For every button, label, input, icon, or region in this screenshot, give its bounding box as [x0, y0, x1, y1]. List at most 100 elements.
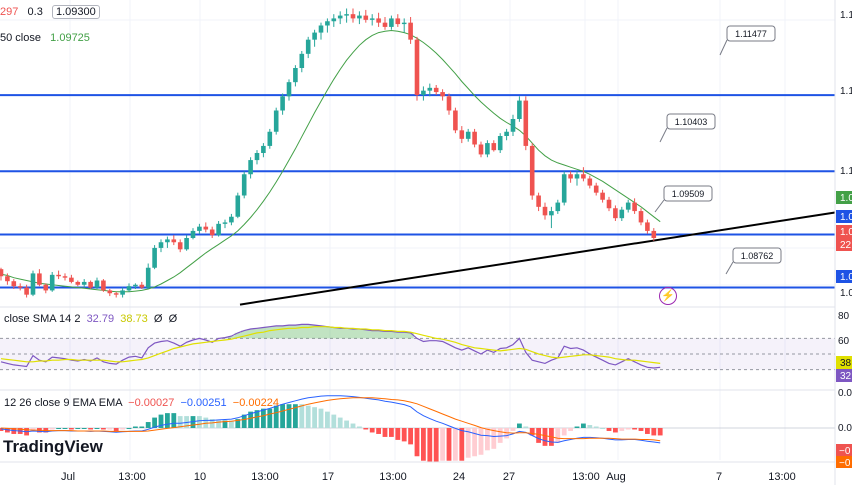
macd-hist-bar — [49, 428, 55, 430]
candle-body — [555, 202, 561, 212]
macd-hist-bar — [126, 428, 132, 429]
alert-bolt-icon[interactable]: ⚡ — [659, 287, 677, 305]
macd-hist-bar — [600, 428, 605, 429]
candle-body — [280, 96, 285, 111]
macd-hist-bar — [305, 405, 311, 428]
rsi-label: close SMA 14 2 — [4, 313, 81, 325]
callout-leader — [659, 127, 668, 143]
x-tick-label: 13:00 — [251, 471, 279, 483]
candle-body — [395, 18, 401, 25]
macd-hist-bar — [453, 428, 458, 461]
macd-hist-bar — [120, 428, 125, 430]
macd-hist-bar — [638, 428, 644, 431]
macd-hist-bar — [254, 410, 260, 428]
macd-hist-bar — [229, 420, 234, 428]
macd-hist-bar — [619, 428, 625, 431]
candle-body — [408, 22, 413, 40]
legend-value-1: 297 — [0, 6, 19, 18]
candle-body — [581, 174, 586, 179]
macd-hist-bar — [133, 426, 138, 428]
macd-hist-bar — [325, 411, 330, 428]
macd-hist-bar — [81, 428, 87, 429]
rsi-ma-line — [0, 326, 661, 364]
macd-hist-bar — [145, 422, 151, 428]
candle-body — [401, 22, 407, 25]
macd-hist-bar — [344, 420, 349, 428]
rsi-legend: close SMA 14 2 32.79 38.73 Ø Ø — [4, 313, 177, 325]
macd-hist-bar — [30, 428, 36, 431]
candle-body — [171, 239, 177, 243]
macd-hist-bar — [139, 426, 145, 428]
x-tick-label: Aug — [606, 471, 626, 483]
signal-line — [0, 397, 661, 442]
macd-hist-bar — [171, 413, 177, 428]
x-tick-label: 13:00 — [768, 471, 796, 483]
macd-hist-bar — [504, 428, 509, 439]
candle-body — [299, 53, 305, 68]
candle-body — [651, 230, 657, 238]
candle-body — [177, 242, 183, 250]
candle-body — [49, 274, 55, 291]
rsi-tag-bg — [836, 369, 852, 382]
candle-body — [113, 293, 119, 295]
candle-body — [382, 22, 388, 27]
candle-body — [145, 267, 151, 288]
price-tick-label: 1.0 — [840, 288, 852, 299]
candle-body — [536, 195, 541, 207]
candle-body — [5, 276, 10, 282]
macd-hist-bar — [209, 419, 215, 428]
macd-hist-bar — [158, 414, 164, 428]
candle-body — [331, 18, 337, 22]
macd-hist-bar — [472, 428, 477, 457]
price-tag-label: 22 — [840, 240, 852, 251]
candle-body — [510, 119, 516, 132]
price-tick-label: 1.1 — [840, 166, 852, 177]
candle-body — [107, 290, 113, 294]
macd-hist-bar — [593, 426, 599, 428]
macd-hist-bar — [523, 426, 529, 428]
candle-body — [184, 238, 189, 250]
macd-hist-bar — [177, 416, 183, 428]
macd-hist-bar — [427, 428, 433, 463]
candle-body — [433, 87, 439, 93]
macd-hist-bar — [651, 428, 657, 436]
price-tag-label: 1.0 — [840, 272, 852, 283]
candle-body — [222, 222, 228, 224]
candle-body — [517, 100, 522, 119]
candle-body — [625, 202, 631, 210]
candle-body — [472, 131, 477, 145]
candle-body — [325, 21, 330, 26]
candle-body — [30, 273, 36, 295]
macd-label: 12 26 close 9 EMA EMA — [4, 397, 123, 409]
candle-body — [446, 96, 452, 111]
price-pane[interactable]: 1.11477 1.10403 1.09509 1.08762 — [0, 8, 836, 306]
candle-body — [497, 136, 503, 151]
candle-body — [587, 178, 593, 186]
candle-body — [190, 230, 196, 238]
candle-body — [254, 153, 260, 161]
candle-body — [485, 143, 490, 155]
candle-body — [43, 284, 49, 291]
candle-body — [305, 39, 311, 54]
rsi-tag-label: 38 — [840, 358, 852, 369]
rsi-value-3: Ø — [153, 313, 163, 325]
macd-value-3: −0.00224 — [232, 397, 279, 409]
candle-body — [376, 18, 381, 23]
rsi-pane[interactable] — [0, 323, 835, 371]
legend-value-3: 1.09300 — [52, 5, 100, 19]
candle-body — [261, 145, 266, 153]
candle-body — [75, 281, 81, 285]
macd-hist-bar — [197, 416, 202, 428]
callout-label: 1.10403 — [675, 117, 708, 127]
x-tick-label: 17 — [322, 471, 334, 483]
macd-hist-bar — [536, 428, 541, 443]
macd-pane[interactable] — [0, 395, 835, 463]
ma-label: 50 close — [0, 32, 41, 44]
candle-body — [235, 195, 241, 217]
ma-legend: 50 close 1.09725 — [0, 32, 90, 44]
callout-box — [666, 113, 716, 130]
candle-body — [286, 82, 292, 97]
candle-body — [504, 131, 509, 136]
